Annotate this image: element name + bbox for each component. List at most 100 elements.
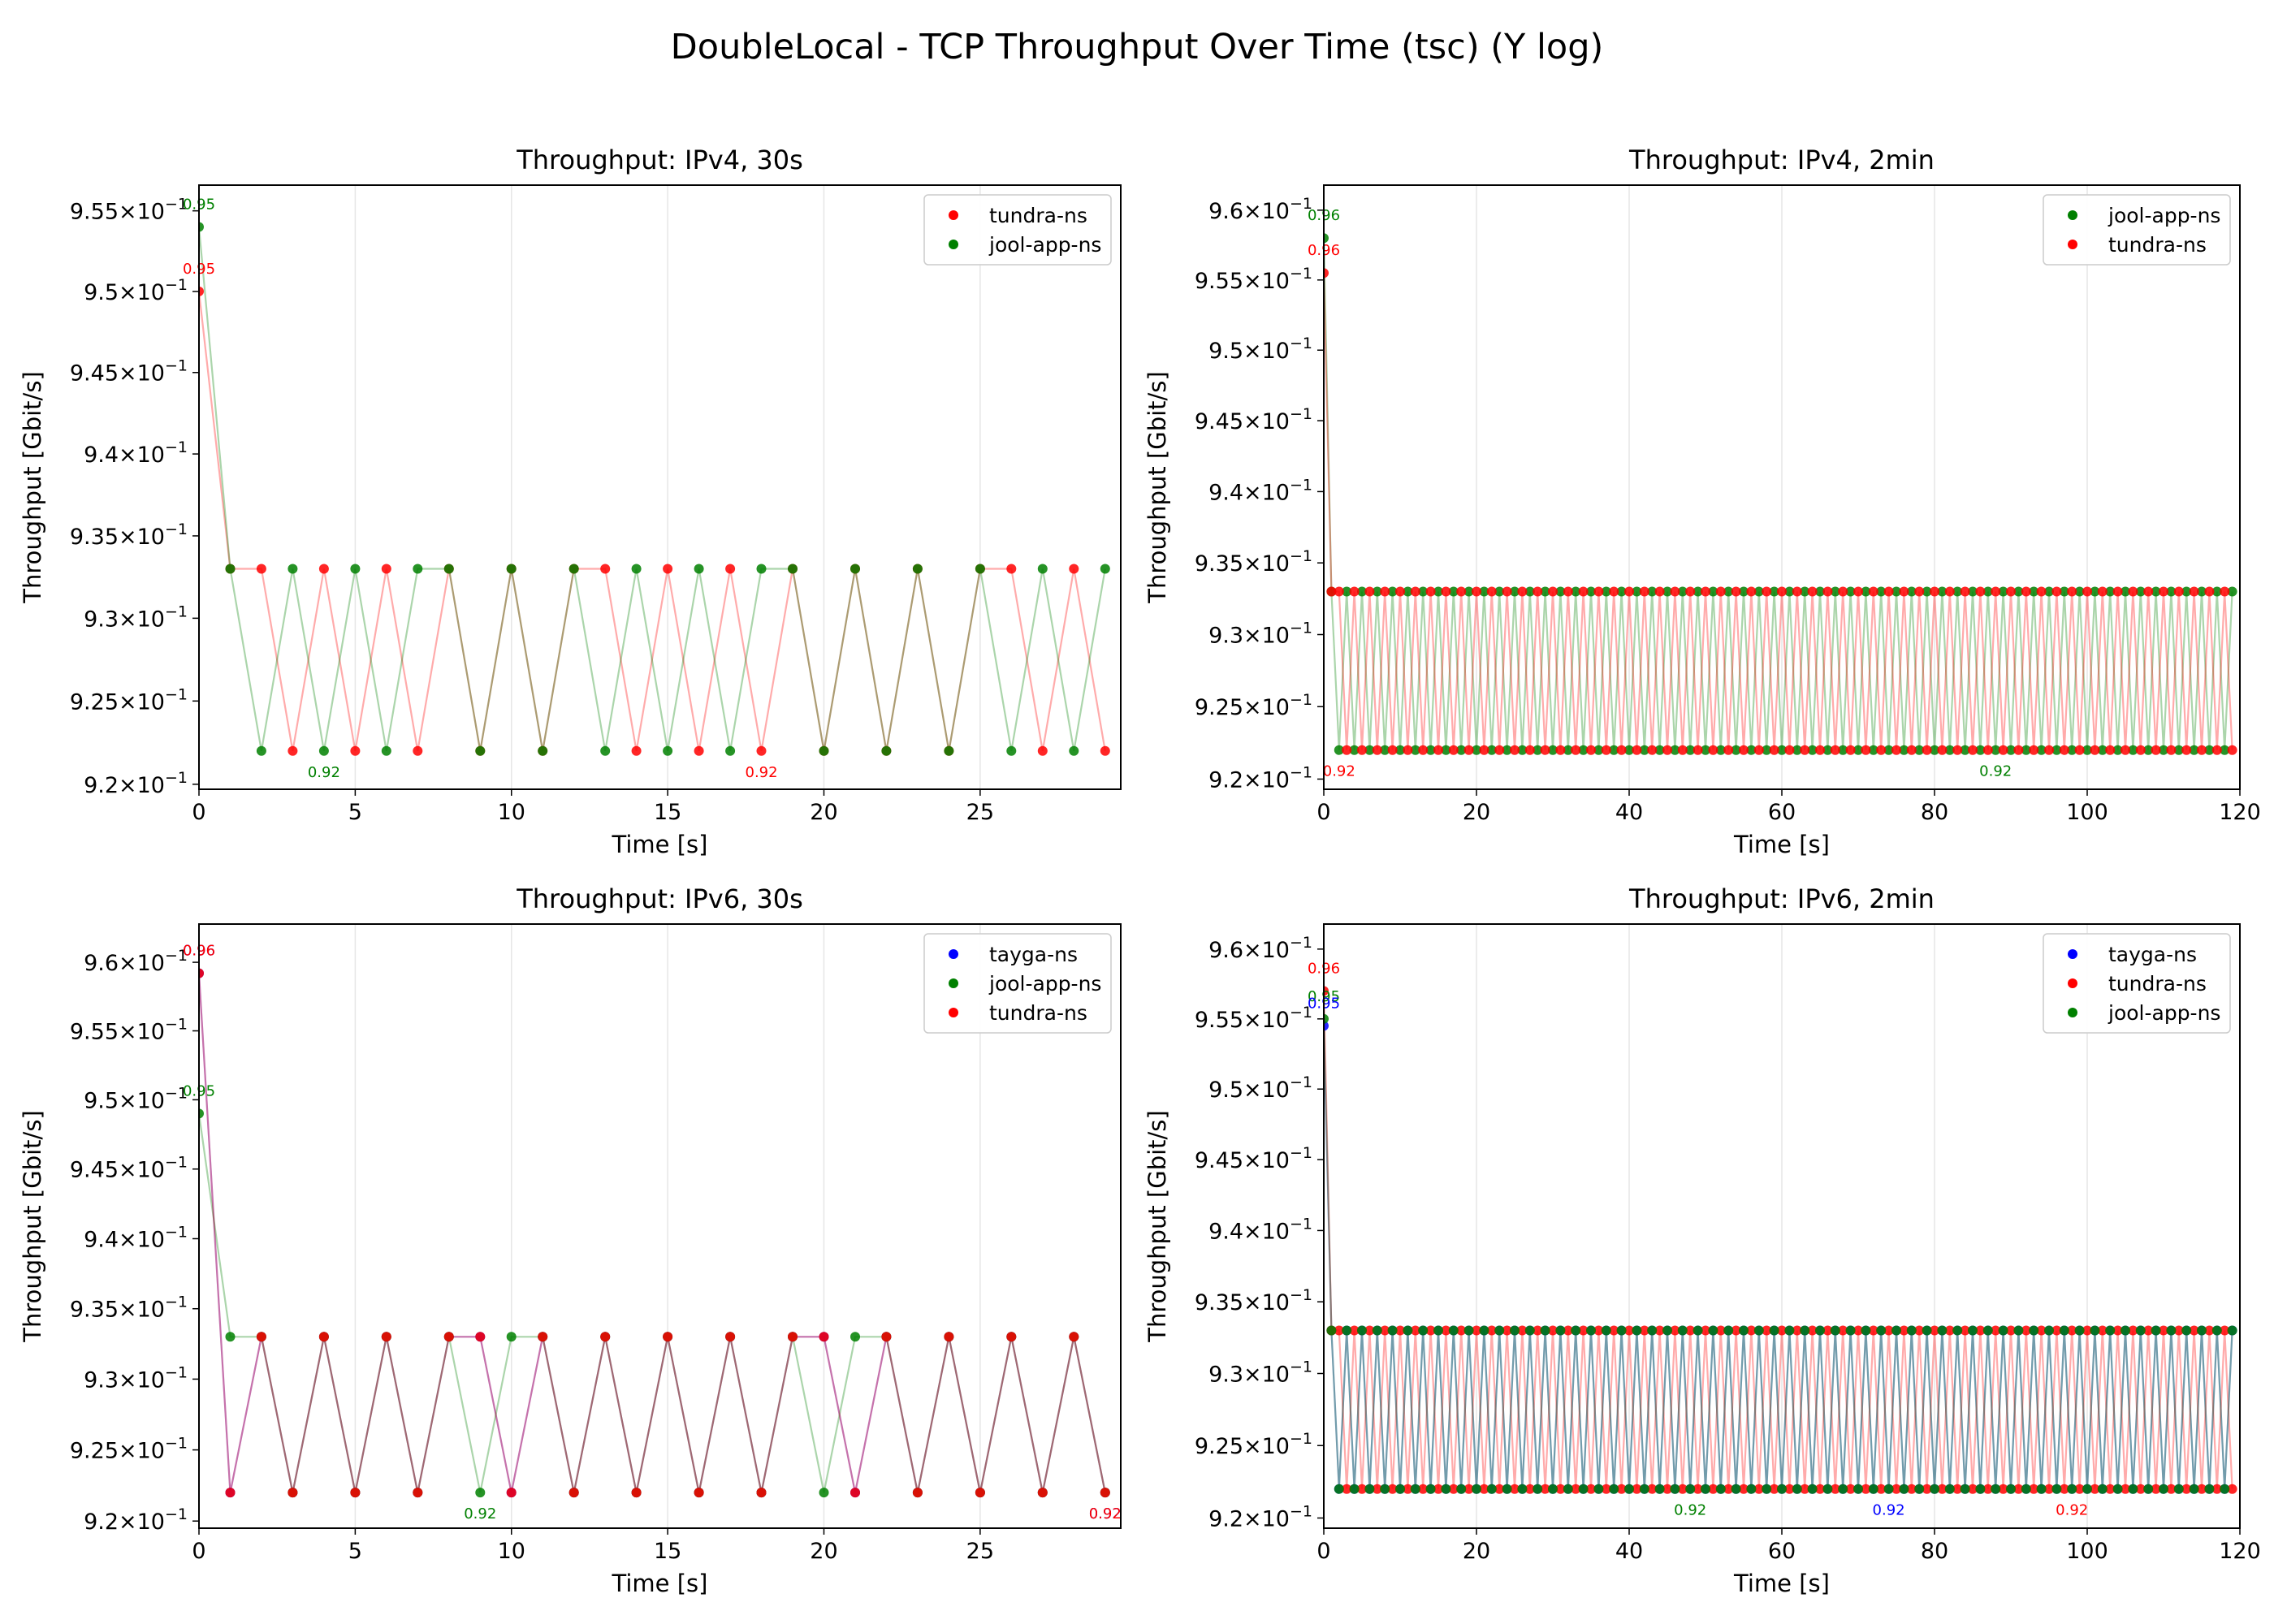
data-point-tundra-ns [2159,1325,2168,1336]
data-point-jool-app-ns [1586,586,1596,597]
data-point-jool-app-ns [1463,586,1474,597]
data-point-jool-app-ns [2067,1484,2077,1494]
data-point-jool-app-ns [1845,1325,1856,1336]
data-point-tundra-ns [2029,1484,2039,1494]
data-point-jool-app-ns [2006,1484,2016,1494]
data-point-jool-app-ns [1410,745,1420,755]
data-point-jool-app-ns [1662,1325,1672,1336]
data-point-tundra-ns [1952,745,1963,755]
data-point-jool-app-ns [1555,1325,1566,1336]
data-point-jool-app-ns [2227,1325,2237,1336]
data-label: 0.92 [464,1505,496,1522]
x-tick-label: 80 [1921,1539,1948,1564]
data-point-tundra-ns [1456,1325,1467,1336]
data-point-jool-app-ns [1334,1484,1344,1494]
series-line-tundra-ns [1324,991,2233,1489]
data-point-jool-app-ns [819,1488,829,1498]
data-point-tundra-ns [1593,586,1604,597]
data-point-tundra-ns [1792,1325,1802,1336]
legend-label: jool-app-ns [2108,204,2220,227]
data-point-tundra-ns [1372,1484,1382,1494]
data-point-jool-app-ns [1731,1484,1741,1494]
data-point-jool-app-ns [1326,1325,1337,1336]
data-point-tundra-ns [1868,1325,1878,1336]
data-point-jool-app-ns [1899,1484,1909,1494]
y-tick-label: 9.4×10−1 [1208,476,1312,505]
data-point-tundra-ns [1425,1325,1436,1336]
x-tick-label: 25 [966,800,994,825]
data-point-jool-app-ns [1982,1325,1993,1336]
data-point-jool-app-ns [912,564,923,574]
data-point-jool-app-ns [1448,586,1459,597]
data-point-tundra-ns [1861,745,1871,755]
data-point-jool-app-ns [1930,745,1939,755]
data-point-jool-app-ns [2189,745,2199,755]
data-point-tundra-ns [2211,745,2222,755]
data-point-tundra-ns [1845,1484,1856,1494]
data-point-jool-app-ns [1372,1325,1382,1336]
data-point-jool-app-ns [1944,745,1955,755]
y-tick-label: 9.3×10−1 [1208,619,1312,648]
data-point-tundra-ns [1899,1325,1909,1336]
data-point-jool-app-ns [2211,1325,2222,1336]
axes-frame [198,923,1122,1529]
legend-marker [2068,1008,2077,1017]
data-point-tundra-ns [350,745,361,756]
data-point-jool-app-ns [2112,745,2123,755]
data-point-tundra-ns [1100,745,1110,756]
x-tick-label: 100 [2066,800,2108,825]
data-point-tundra-ns [287,745,298,756]
data-point-jool-app-ns [1425,1484,1436,1494]
x-tick-label: 5 [348,1539,362,1564]
data-point-tundra-ns [2105,1484,2116,1494]
data-point-tundra-ns [1609,1325,1619,1336]
data-point-jool-app-ns [1838,745,1848,755]
data-point-jool-app-ns [1563,1484,1573,1494]
legend-label: jool-app-ns [2108,1001,2220,1025]
data-point-jool-app-ns [381,745,391,756]
y-tick-label: 9.2×10−1 [84,1505,188,1535]
data-label: 0.92 [1979,763,2012,780]
data-point-tundra-ns [475,1332,486,1342]
axes-frame [1323,184,2241,790]
data-point-tundra-ns [2204,586,2215,597]
data-point-tundra-ns [2051,1325,2062,1336]
data-point-tundra-ns [1731,586,1741,597]
y-tick-label: 9.4×10−1 [84,1223,188,1252]
y-tick-label: 9.6×10−1 [84,947,188,976]
data-point-tundra-ns [1807,1325,1818,1336]
data-point-tundra-ns [1830,745,1840,755]
data-point-jool-app-ns [1982,586,1993,597]
data-point-jool-app-ns [1624,1484,1634,1494]
data-point-tundra-ns [1838,1325,1848,1336]
data-point-tundra-ns [1403,745,1413,755]
data-point-jool-app-ns [1685,1484,1696,1494]
data-point-tundra-ns [1991,1325,2001,1336]
data-point-jool-app-ns [2021,745,2031,755]
y-tick-label: 9.45×10−1 [1195,405,1312,434]
data-point-tundra-ns [1746,586,1757,597]
data-point-tundra-ns [2135,1484,2146,1494]
data-point-tundra-ns [1601,745,1611,755]
data-point-tundra-ns [1533,1325,1543,1336]
data-point-jool-app-ns [2105,586,2116,597]
data-point-jool-app-ns [1380,1484,1390,1494]
data-point-tundra-ns [2135,745,2146,755]
x-tick-label: 100 [2066,1539,2108,1564]
figure-title: DoubleLocal - TCP Throughput Over Time (… [671,27,1604,67]
data-point-tundra-ns [2128,586,2138,597]
data-point-jool-app-ns [1479,586,1489,597]
data-point-tundra-ns [2181,745,2192,755]
data-point-jool-app-ns [1456,745,1467,755]
data-point-tundra-ns [1387,745,1398,755]
data-point-tundra-ns [1448,1484,1459,1494]
data-point-tundra-ns [2197,1484,2207,1494]
data-point-jool-app-ns [2036,745,2047,755]
data-point-jool-app-ns [1723,1325,1734,1336]
data-point-jool-app-ns [1914,1484,1925,1494]
data-point-tundra-ns [1937,745,1948,755]
data-point-tundra-ns [2159,586,2168,597]
data-point-jool-app-ns [1937,1325,1948,1336]
data-point-jool-app-ns [1777,745,1787,755]
data-point-tundra-ns [1463,1484,1474,1494]
